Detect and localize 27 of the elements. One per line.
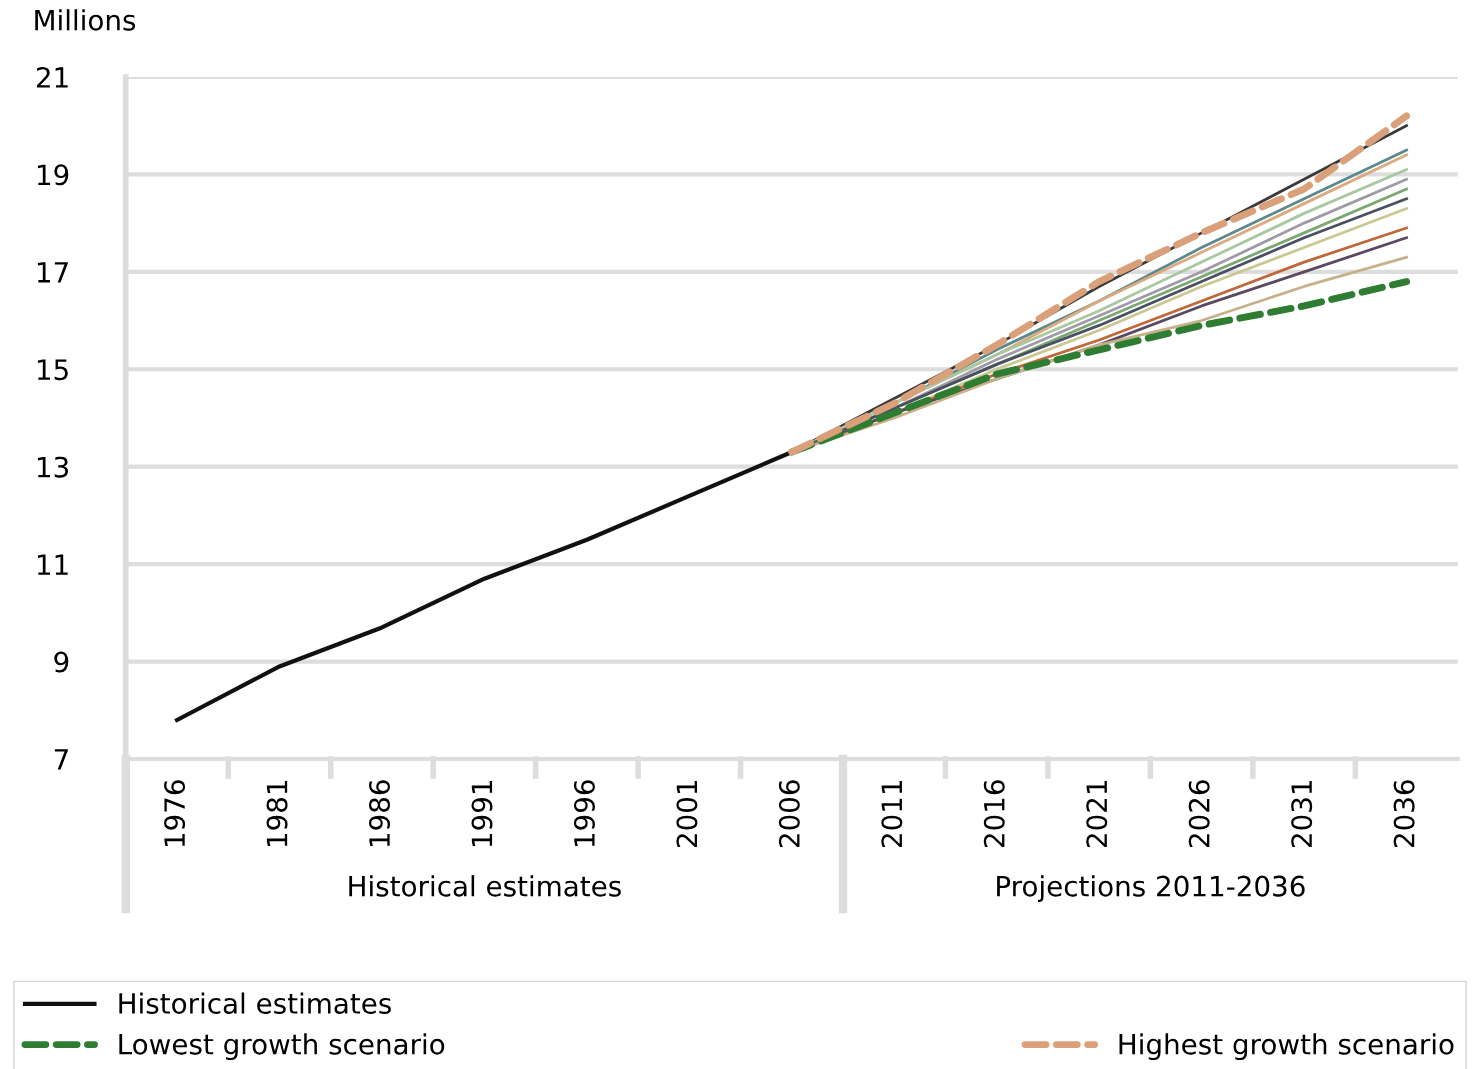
y-tick-label: 9 <box>54 651 69 673</box>
text: Projections 2011-2036 <box>997 875 1305 903</box>
y-tick-label: 15 <box>37 359 68 381</box>
x-tick-label: 1991 <box>471 781 493 847</box>
y-tick-label: 17 <box>37 262 68 283</box>
x-tick-label: 1986 <box>369 780 391 847</box>
x-tick-label: 2036 <box>1393 780 1415 848</box>
legend-label: Historical estimates <box>119 992 391 1014</box>
x-tick-label: 1976 <box>164 780 186 847</box>
y-axis-title: Millions <box>35 9 136 31</box>
legend-label: Highest growth scenario <box>1119 1033 1454 1061</box>
x-tick-label: 2006 <box>778 780 800 848</box>
y-tick-label: 21 <box>36 66 68 88</box>
y-tick-label: 13 <box>37 456 69 478</box>
legend-label: Lowest growth scenario <box>119 1033 445 1061</box>
x-tick-label: 2001 <box>676 781 698 848</box>
x-tick-label: 1981 <box>266 781 288 847</box>
x-tick-label: 2031 <box>1291 781 1313 848</box>
y-tick-label: 7 <box>54 749 68 770</box>
x-tick-label: 2016 <box>983 780 1005 848</box>
x-tick-label: 1996 <box>573 780 595 847</box>
text: Historical estimates <box>349 875 621 897</box>
y-tick-label: 19 <box>37 164 69 186</box>
x-tick-label: 2026 <box>1188 780 1210 848</box>
x-tick-label: 2021 <box>1086 781 1108 848</box>
x-tick-label: 2011 <box>881 781 903 848</box>
y-tick-label: 11 <box>37 554 68 575</box>
